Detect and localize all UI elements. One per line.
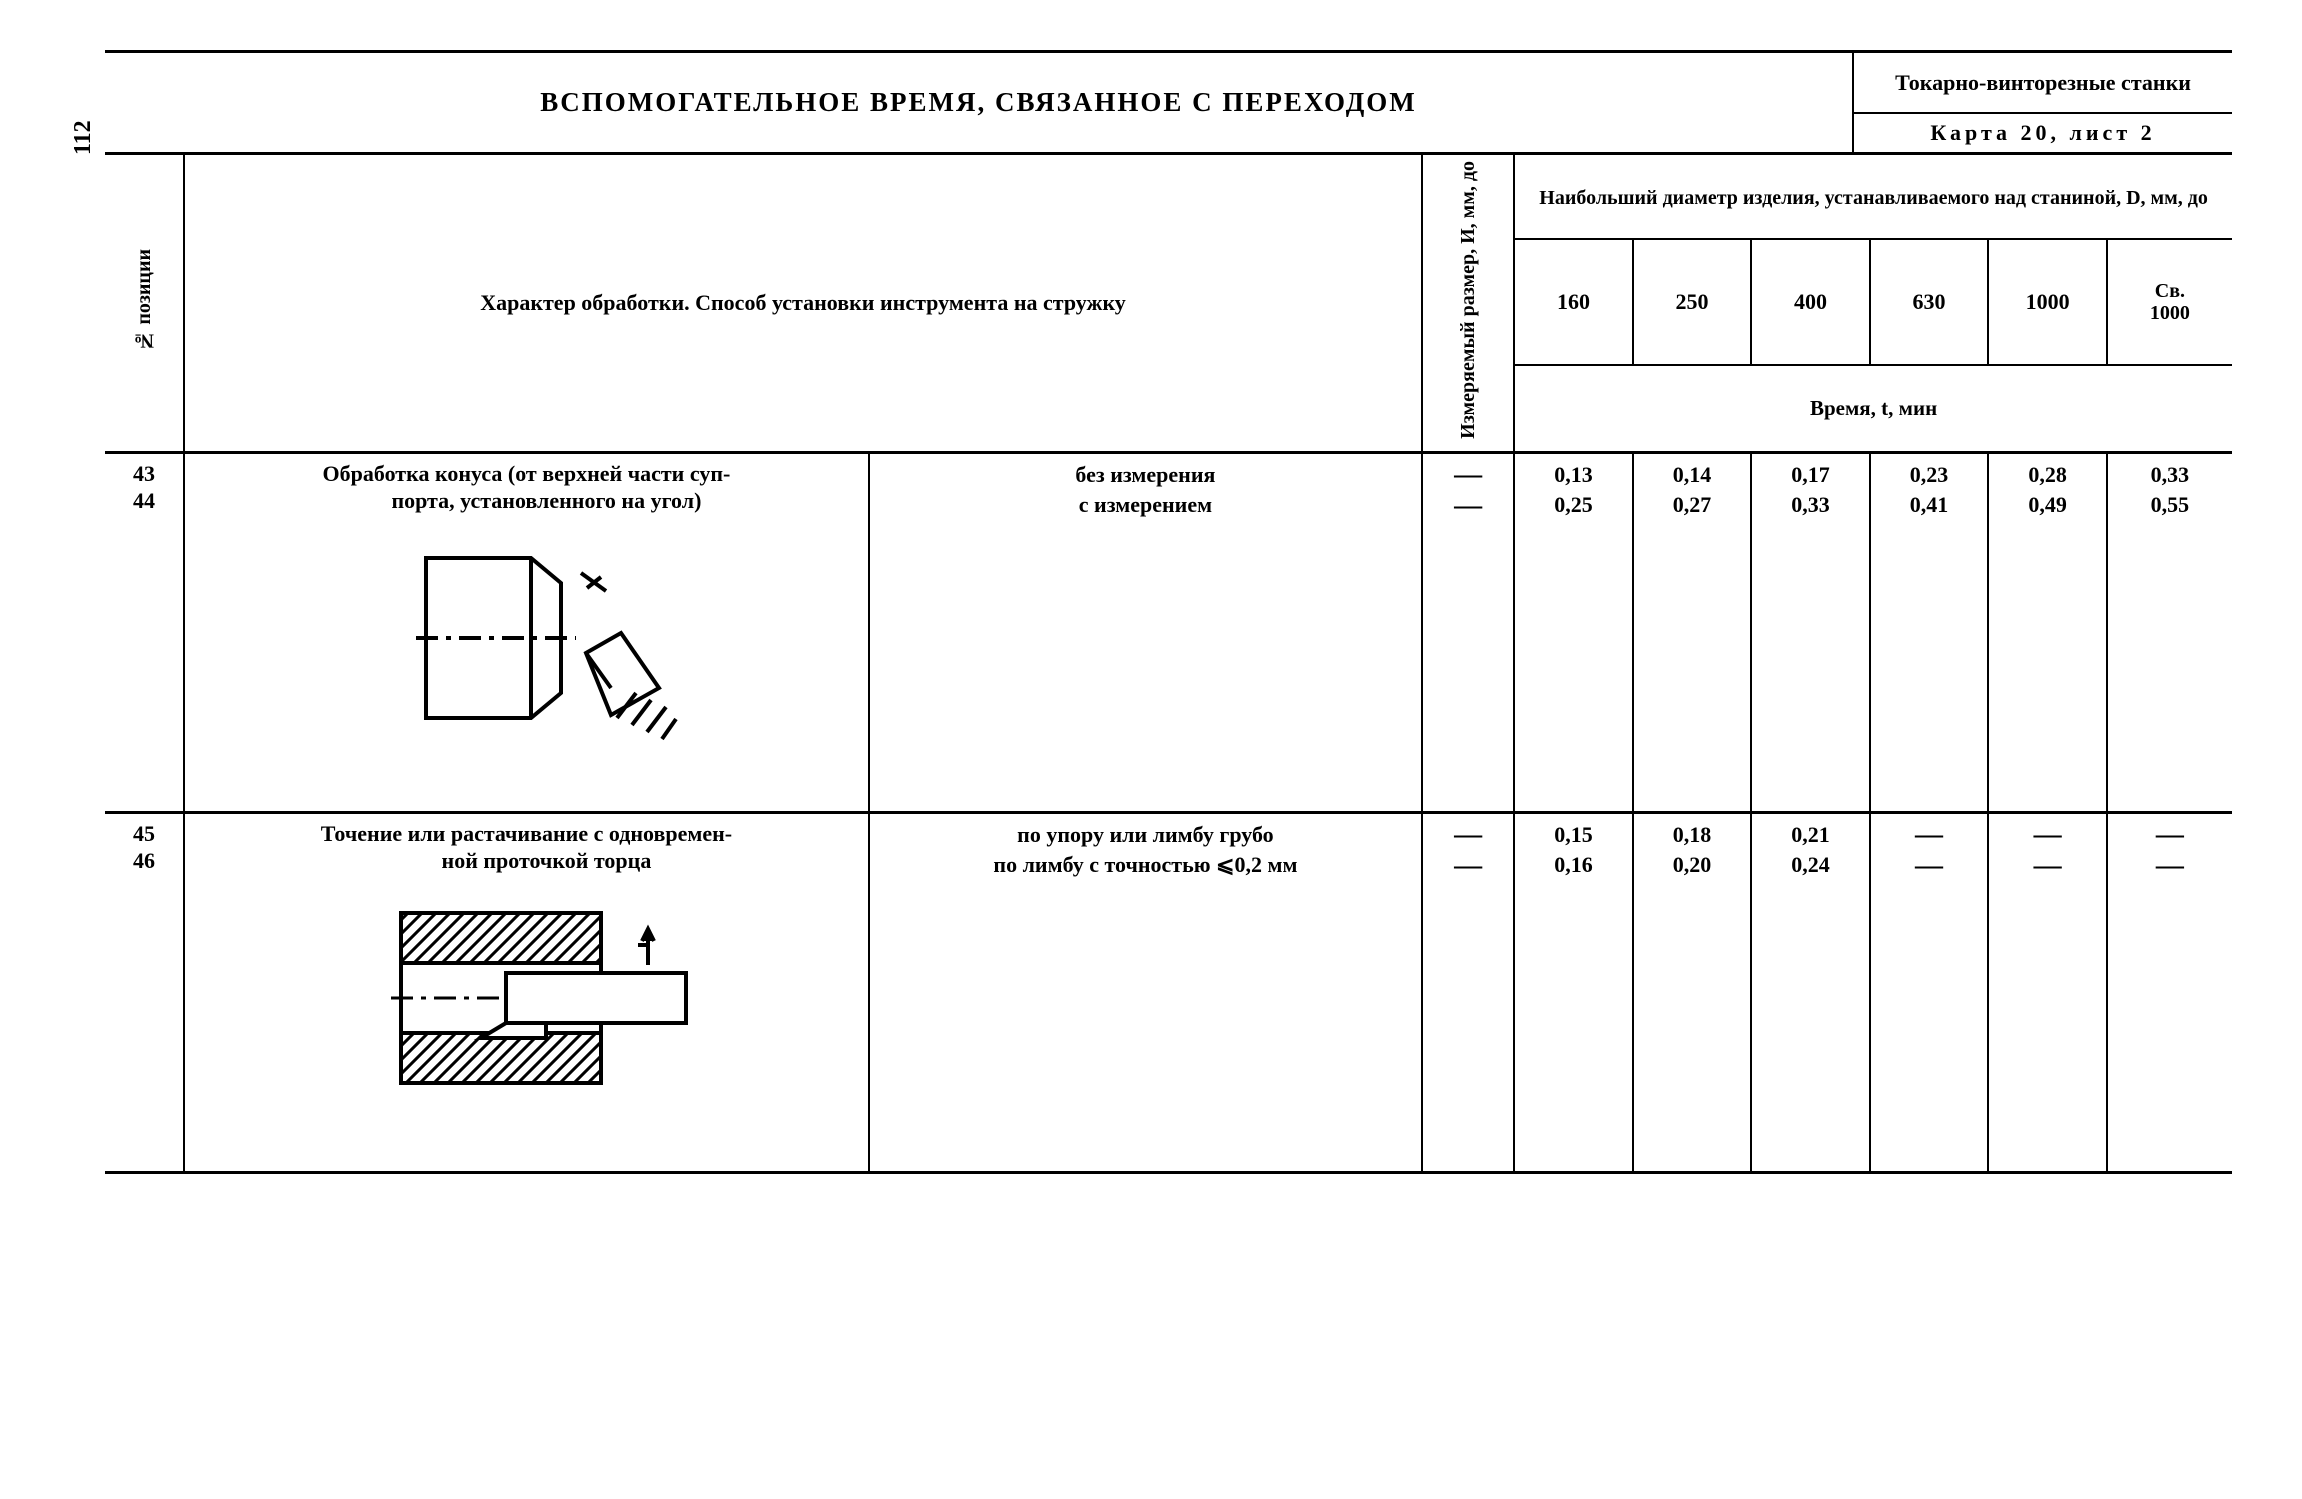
header-bar: ВСПОМОГАТЕЛЬНОЕ ВРЕМЯ, СВЯЗАННОЕ С ПЕРЕХ…	[105, 50, 2232, 155]
card-ref: Карта 20, лист 2	[1854, 112, 2232, 152]
row-val-250: 0,180,20	[1633, 812, 1752, 1172]
row-val-160: 0,130,25	[1514, 452, 1633, 812]
row-positions: 4344	[105, 452, 184, 812]
row-val-1000: 0,280,49	[1988, 452, 2107, 812]
row-measured: — —	[1422, 812, 1514, 1172]
page-title: ВСПОМОГАТЕЛЬНОЕ ВРЕМЯ, СВЯЗАННОЕ С ПЕРЕХ…	[105, 53, 1852, 152]
row-positions: 4546	[105, 812, 184, 1172]
cone-diagram-icon	[191, 533, 862, 760]
row-val-over: 0,330,55	[2107, 452, 2232, 812]
facing-diagram-icon	[191, 893, 862, 1110]
table-row: 4546 Точение или растачивание с одноврем…	[105, 812, 2232, 1172]
col-d-over1000: Св.1000	[2107, 239, 2232, 364]
col-time-label: Время, t, мин	[1514, 365, 2232, 453]
row-val-160: 0,150,16	[1514, 812, 1633, 1172]
time-table: № позиции Характер обработки. Способ уст…	[105, 155, 2232, 1174]
row-val-over: ——	[2107, 812, 2232, 1172]
row-val-250: 0,140,27	[1633, 452, 1752, 812]
col-d-400: 400	[1751, 239, 1870, 364]
row-character: Обработка конуса (от верхней части суп- …	[184, 452, 869, 812]
row-val-1000: ——	[1988, 812, 2107, 1172]
row-val-400: 0,170,33	[1751, 452, 1870, 812]
document-frame: ВСПОМОГАТЕЛЬНОЕ ВРЕМЯ, СВЯЗАННОЕ С ПЕРЕХ…	[105, 50, 2232, 1174]
col-position: № позиции	[105, 155, 184, 452]
row-val-630: ——	[1870, 812, 1989, 1172]
header-meta: Токарно-винторезные станки Карта 20, лис…	[1852, 53, 2232, 152]
row-method: без измерения с измерением	[869, 452, 1422, 812]
row-val-630: 0,230,41	[1870, 452, 1989, 812]
col-d-630: 630	[1870, 239, 1989, 364]
col-character: Характер обработки. Способ установки инс…	[184, 155, 1422, 452]
col-diameter-title: Наибольший диаметр изделия, устанавливае…	[1514, 155, 2232, 239]
page-number: 112	[70, 120, 97, 155]
row-character: Точение или растачивание с одновремен- н…	[184, 812, 869, 1172]
col-measured: Измеряемый размер, И, мм, до	[1422, 155, 1514, 452]
col-d-1000: 1000	[1988, 239, 2107, 364]
row-val-400: 0,210,24	[1751, 812, 1870, 1172]
col-d-250: 250	[1633, 239, 1752, 364]
machine-type: Токарно-винторезные станки	[1854, 53, 2232, 112]
col-d-160: 160	[1514, 239, 1633, 364]
table-row: 4344 Обработка конуса (от верхней части …	[105, 452, 2232, 812]
row-measured: — —	[1422, 452, 1514, 812]
row-method: по упору или лимбу грубо по лимбу с точн…	[869, 812, 1422, 1172]
